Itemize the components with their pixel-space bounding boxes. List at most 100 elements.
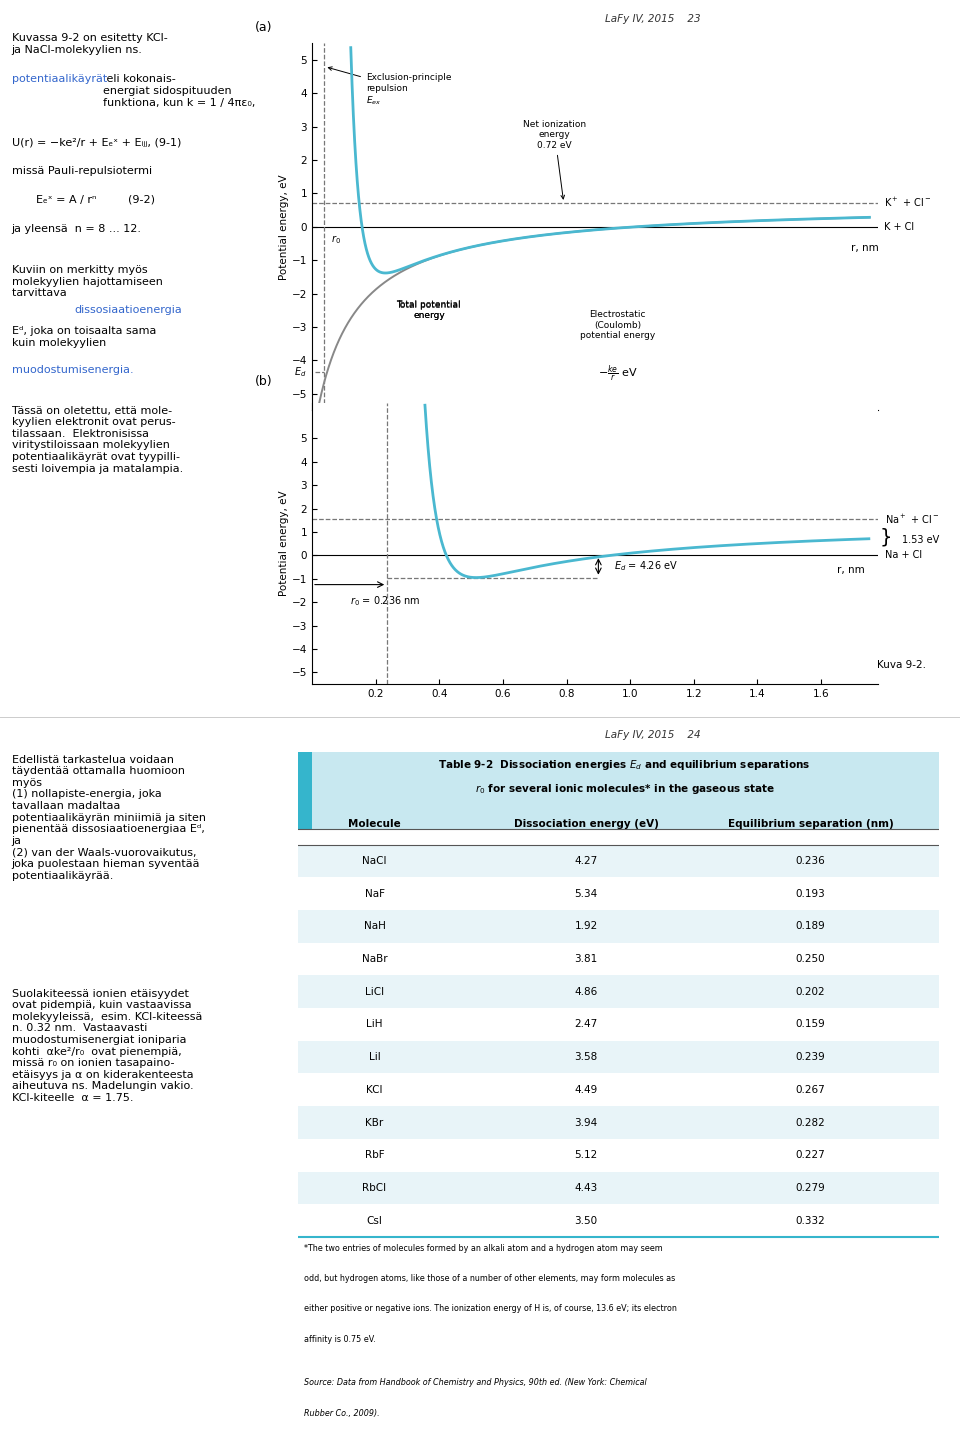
Text: Dissociation energy (eV): Dissociation energy (eV) bbox=[514, 819, 659, 829]
Text: KCl: KCl bbox=[367, 1084, 383, 1094]
Text: K + Cl: K + Cl bbox=[884, 222, 914, 232]
Text: 5.12: 5.12 bbox=[574, 1151, 598, 1161]
Text: missä Pauli-repulsiotermi: missä Pauli-repulsiotermi bbox=[12, 166, 152, 176]
Bar bbox=[298, 1172, 939, 1204]
Text: NaF: NaF bbox=[365, 888, 385, 899]
Text: RbF: RbF bbox=[365, 1151, 384, 1161]
Text: 4.86: 4.86 bbox=[574, 986, 598, 996]
Text: CsI: CsI bbox=[367, 1215, 382, 1225]
Text: 3.81: 3.81 bbox=[574, 955, 598, 963]
Bar bbox=[298, 1073, 939, 1106]
Bar bbox=[298, 1204, 939, 1237]
Text: Na + Cl: Na + Cl bbox=[885, 550, 922, 560]
Text: 1.92: 1.92 bbox=[574, 922, 598, 932]
Text: $r_0$: $r_0$ bbox=[331, 233, 341, 246]
Text: 0.282: 0.282 bbox=[796, 1117, 826, 1128]
Text: 5.34: 5.34 bbox=[574, 888, 598, 899]
Text: Tässä on oletettu, että mole-
kyylien elektronit ovat perus-
tilassaan.  Elektro: Tässä on oletettu, että mole- kyylien el… bbox=[12, 406, 182, 474]
Text: (a): (a) bbox=[255, 22, 273, 35]
Text: 2.47: 2.47 bbox=[574, 1020, 598, 1030]
Bar bbox=[298, 752, 939, 829]
Text: dissosiaatioenergia: dissosiaatioenergia bbox=[74, 304, 181, 314]
Text: 0.332: 0.332 bbox=[796, 1215, 826, 1225]
Text: 1.53 eV: 1.53 eV bbox=[902, 534, 940, 544]
Text: NaCl: NaCl bbox=[362, 855, 387, 865]
Bar bbox=[298, 1008, 939, 1041]
Text: 0.159: 0.159 bbox=[796, 1020, 826, 1030]
Text: Kuviin on merkitty myös
molekyylien hajottamiseen
tarvittava: Kuviin on merkitty myös molekyylien hajo… bbox=[12, 265, 162, 298]
Text: r, nm: r, nm bbox=[837, 564, 865, 575]
Text: $-\frac{ke}{r}$ eV: $-\frac{ke}{r}$ eV bbox=[598, 364, 637, 384]
Text: $E_d$ = 4.26 eV: $E_d$ = 4.26 eV bbox=[614, 560, 679, 573]
Text: Kuva 9-2.: Kuva 9-2. bbox=[877, 660, 926, 670]
Text: Rubber Co., 2009).: Rubber Co., 2009). bbox=[304, 1408, 379, 1418]
Text: 0.193: 0.193 bbox=[796, 888, 826, 899]
Text: 4.43: 4.43 bbox=[574, 1182, 598, 1192]
Text: 0.239: 0.239 bbox=[796, 1053, 826, 1063]
Text: NaBr: NaBr bbox=[362, 955, 388, 963]
Text: Net ionization
energy
0.72 eV: Net ionization energy 0.72 eV bbox=[523, 120, 587, 199]
Text: ja yleensä  n = 8 ... 12.: ja yleensä n = 8 ... 12. bbox=[12, 225, 141, 235]
Text: RbCl: RbCl bbox=[363, 1182, 387, 1192]
Text: Total potential
energy: Total potential energy bbox=[396, 301, 461, 320]
Text: Eₑˣ = A / rⁿ         (9-2): Eₑˣ = A / rⁿ (9-2) bbox=[36, 194, 155, 204]
Text: *The two entries of molecules formed by an alkali atom and a hydrogen atom may s: *The two entries of molecules formed by … bbox=[304, 1244, 662, 1253]
Text: Equilibrium separation (nm): Equilibrium separation (nm) bbox=[728, 819, 894, 829]
Bar bbox=[298, 910, 939, 943]
Text: 0.202: 0.202 bbox=[796, 986, 826, 996]
Text: 0.250: 0.250 bbox=[796, 955, 826, 963]
Text: 0.267: 0.267 bbox=[796, 1084, 826, 1094]
Text: Kuvassa 9-2 on esitetty KCl-
ja NaCl-molekyylien ns.: Kuvassa 9-2 on esitetty KCl- ja NaCl-mol… bbox=[12, 33, 167, 55]
Text: LiH: LiH bbox=[367, 1020, 383, 1030]
Text: Exclusion-principle
repulsion
$E_{ex}$: Exclusion-principle repulsion $E_{ex}$ bbox=[328, 66, 451, 107]
Bar bbox=[298, 1041, 939, 1073]
Y-axis label: Potential energy, eV: Potential energy, eV bbox=[279, 491, 289, 596]
Text: potentiaalikäyrät: potentiaalikäyrät bbox=[12, 75, 107, 85]
Text: 0.236: 0.236 bbox=[796, 855, 826, 865]
Text: Source: Data from Handbook of Chemistry and Physics, 90th ed. (New York: Chemica: Source: Data from Handbook of Chemistry … bbox=[304, 1378, 647, 1387]
Text: 0.227: 0.227 bbox=[796, 1151, 826, 1161]
Text: LiCl: LiCl bbox=[365, 986, 384, 996]
Text: Edellistä tarkastelua voidaan
täydentää ottamalla huomioon
myös
(1) nollapiste-e: Edellistä tarkastelua voidaan täydentää … bbox=[12, 755, 205, 881]
Bar bbox=[298, 1106, 939, 1139]
Text: 3.50: 3.50 bbox=[575, 1215, 598, 1225]
Text: 4.27: 4.27 bbox=[574, 855, 598, 865]
Text: K$^+$ + Cl$^-$: K$^+$ + Cl$^-$ bbox=[884, 196, 931, 209]
Text: odd, but hydrogen atoms, like those of a number of other elements, may form mole: odd, but hydrogen atoms, like those of a… bbox=[304, 1274, 675, 1283]
Text: eli kokonais-
energiat sidospituuden
funktiona, kun k = 1 / 4πε₀,: eli kokonais- energiat sidospituuden fun… bbox=[103, 75, 255, 108]
Text: muodostumisenergia.: muodostumisenergia. bbox=[12, 366, 133, 376]
Text: 0.279: 0.279 bbox=[796, 1182, 826, 1192]
Text: 3.58: 3.58 bbox=[574, 1053, 598, 1063]
Text: Total potential
energy: Total potential energy bbox=[396, 301, 461, 320]
Text: Molecule: Molecule bbox=[348, 819, 401, 829]
Text: $E_d$: $E_d$ bbox=[294, 364, 306, 379]
Text: U(r) = −ke²/r + Eₑˣ + Eᵢⱼⱼ, (9-1): U(r) = −ke²/r + Eₑˣ + Eᵢⱼⱼ, (9-1) bbox=[12, 138, 180, 148]
Text: Suolakiteessä ionien etäisyydet
ovat pidempiä, kuin vastaavissa
molekyyleissä,  : Suolakiteessä ionien etäisyydet ovat pid… bbox=[12, 988, 202, 1103]
Text: 4.49: 4.49 bbox=[574, 1084, 598, 1094]
Bar bbox=[298, 975, 939, 1008]
Text: LiI: LiI bbox=[369, 1053, 380, 1063]
Text: Eᵈ, joka on toisaalta sama
kuin molekyylien: Eᵈ, joka on toisaalta sama kuin molekyyl… bbox=[12, 325, 156, 347]
Bar bbox=[298, 943, 939, 975]
Bar bbox=[298, 1139, 939, 1172]
Text: affinity is 0.75 eV.: affinity is 0.75 eV. bbox=[304, 1335, 375, 1344]
Bar bbox=[298, 845, 939, 877]
Text: LaFy IV, 2015    24: LaFy IV, 2015 24 bbox=[605, 730, 701, 740]
Text: }: } bbox=[880, 528, 893, 547]
Text: KBr: KBr bbox=[366, 1117, 384, 1128]
Text: NaH: NaH bbox=[364, 922, 386, 932]
Text: 0.189: 0.189 bbox=[796, 922, 826, 932]
Text: $r_0$ = 0.236 nm: $r_0$ = 0.236 nm bbox=[350, 593, 420, 608]
Bar bbox=[298, 877, 939, 910]
Bar bbox=[298, 752, 312, 829]
Text: Na$^+$ + Cl$^-$: Na$^+$ + Cl$^-$ bbox=[885, 513, 939, 526]
Text: (b): (b) bbox=[255, 374, 273, 389]
Text: LaFy IV, 2015    23: LaFy IV, 2015 23 bbox=[605, 14, 701, 24]
Text: $r_0$ for several ionic molecules* in the gaseous state: $r_0$ for several ionic molecules* in th… bbox=[474, 782, 775, 796]
Text: r, nm: r, nm bbox=[852, 243, 879, 253]
Y-axis label: Potential energy, eV: Potential energy, eV bbox=[279, 174, 289, 279]
Text: either positive or negative ions. The ionization energy of H is, of course, 13.6: either positive or negative ions. The io… bbox=[304, 1305, 677, 1313]
Text: Electrostatic
(Coulomb)
potential energy: Electrostatic (Coulomb) potential energy bbox=[580, 310, 656, 340]
Text: Table 9-2  Dissociation energies $E_d$ and equilibrium separations: Table 9-2 Dissociation energies $E_d$ an… bbox=[439, 759, 811, 772]
Text: 3.94: 3.94 bbox=[574, 1117, 598, 1128]
